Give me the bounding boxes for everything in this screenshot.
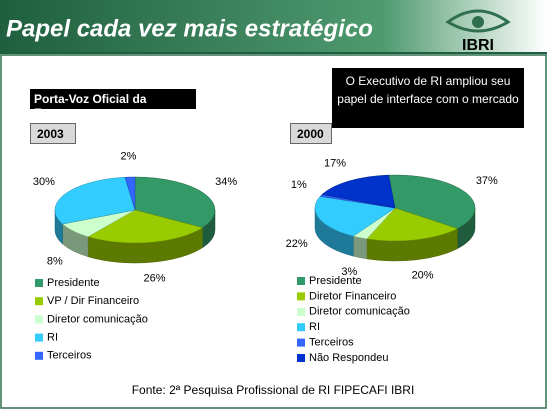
slice-top [321, 174, 396, 209]
legend-label: RI [309, 321, 320, 333]
legend-swatch [35, 279, 43, 287]
data-label: 3% [341, 266, 357, 278]
data-label: 20% [412, 269, 434, 281]
chart-title: 2000 [290, 123, 332, 144]
subtitle: Porta-Voz Oficial da Empresa [30, 89, 196, 120]
slice-top [54, 177, 136, 225]
legend-swatch [35, 351, 43, 360]
legend-swatch [35, 315, 43, 324]
data-label: 37% [476, 175, 498, 187]
slice-top [124, 176, 136, 211]
legend-label: Diretor comunicação [309, 306, 410, 318]
legend-label: Diretor comunicação [47, 313, 148, 325]
logo-eye [445, 9, 511, 33]
legend-label: Presidente [309, 275, 362, 287]
slice-top [87, 209, 204, 244]
data-label: 26% [143, 272, 165, 284]
legend-swatch [35, 297, 43, 306]
logo-text: IBRI [462, 37, 494, 54]
pie-slice [388, 174, 476, 250]
data-label: 17% [324, 158, 346, 170]
pie-slice [124, 176, 136, 211]
legend-swatch [297, 338, 305, 347]
legend-swatch [297, 354, 305, 362]
callout: O Executivo de RI ampliou seu papel de i… [332, 68, 524, 128]
legend-swatch [35, 333, 43, 342]
slice-side [353, 235, 368, 260]
legend-swatch [297, 292, 305, 301]
logo-pupil [472, 16, 484, 28]
pie-slice [54, 177, 136, 245]
slice-top [388, 174, 476, 229]
legend-label: Terceiros [309, 337, 354, 349]
legend-label: RI [47, 332, 58, 344]
pie-slice [314, 196, 396, 257]
data-label: 8% [47, 255, 63, 267]
data-label: 30% [33, 176, 55, 188]
legend-label: Não Respondeu [309, 352, 389, 364]
legend-swatch [297, 307, 305, 316]
slide-title: Papel cada vez mais estratégico [6, 15, 373, 42]
slice-top [314, 196, 396, 237]
legend-swatch [297, 323, 305, 332]
data-label: 1% [291, 179, 307, 191]
legend-label: Diretor Financeiro [309, 290, 396, 302]
frame [0, 54, 547, 409]
source: Fonte: 2ª Pesquisa Profissional de RI FI… [132, 383, 415, 397]
legend-label: Presidente [47, 277, 100, 289]
data-label: 2% [121, 151, 137, 163]
slice-top [366, 207, 459, 242]
pie-slice [87, 209, 204, 264]
legend-label: VP / Dir Financeiro [47, 295, 139, 307]
pie-slice [321, 174, 396, 209]
legend-swatch [297, 277, 305, 285]
chart-title: 2003 [30, 123, 76, 144]
data-label: 22% [286, 238, 308, 250]
header-rule [0, 52, 547, 54]
legend-label: Terceiros [47, 350, 92, 362]
data-label: 34% [215, 176, 237, 188]
pie-slice [352, 207, 396, 260]
